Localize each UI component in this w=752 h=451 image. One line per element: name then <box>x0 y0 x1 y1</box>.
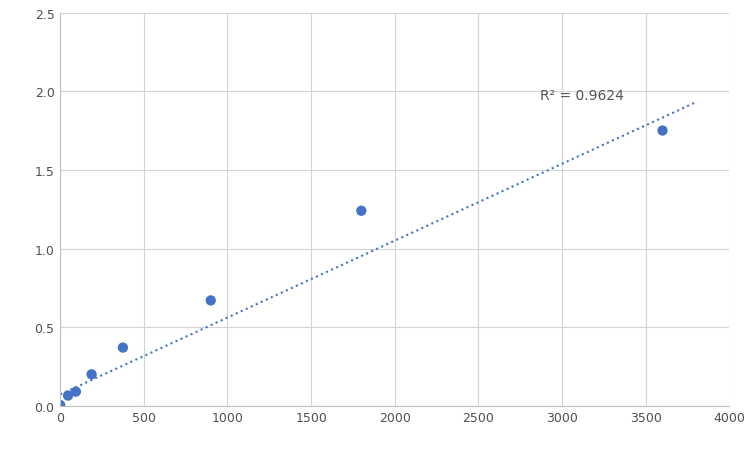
Point <box>70 388 82 396</box>
Point <box>62 392 74 399</box>
Point <box>355 207 367 215</box>
Point <box>656 128 669 135</box>
Text: R² = 0.9624: R² = 0.9624 <box>541 89 624 103</box>
Point <box>117 344 129 351</box>
Point <box>86 371 98 378</box>
Point <box>54 401 66 409</box>
Point <box>205 297 217 304</box>
